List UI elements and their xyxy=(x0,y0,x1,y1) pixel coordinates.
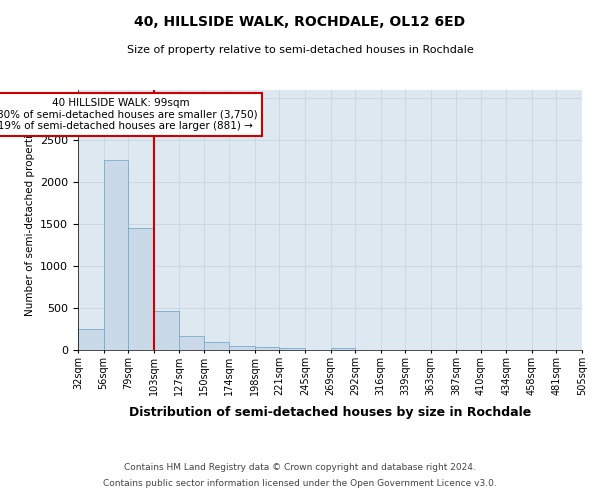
Text: Size of property relative to semi-detached houses in Rochdale: Size of property relative to semi-detach… xyxy=(127,45,473,55)
Text: 40, HILLSIDE WALK, ROCHDALE, OL12 6ED: 40, HILLSIDE WALK, ROCHDALE, OL12 6ED xyxy=(134,15,466,29)
Bar xyxy=(179,336,204,350)
Text: 40 HILLSIDE WALK: 99sqm
← 80% of semi-detached houses are smaller (3,750)
   19%: 40 HILLSIDE WALK: 99sqm ← 80% of semi-de… xyxy=(0,98,257,131)
X-axis label: Distribution of semi-detached houses by size in Rochdale: Distribution of semi-detached houses by … xyxy=(129,406,531,419)
Text: Contains public sector information licensed under the Open Government Licence v3: Contains public sector information licen… xyxy=(103,478,497,488)
Bar xyxy=(331,348,355,350)
Bar xyxy=(229,346,255,350)
Bar xyxy=(78,329,104,350)
Bar xyxy=(128,228,154,350)
Bar xyxy=(280,348,305,350)
Bar xyxy=(154,312,179,350)
Y-axis label: Number of semi-detached properties: Number of semi-detached properties xyxy=(25,124,35,316)
Bar xyxy=(104,160,128,350)
Text: Contains HM Land Registry data © Crown copyright and database right 2024.: Contains HM Land Registry data © Crown c… xyxy=(124,464,476,472)
Bar xyxy=(204,342,229,350)
Bar xyxy=(255,348,280,350)
